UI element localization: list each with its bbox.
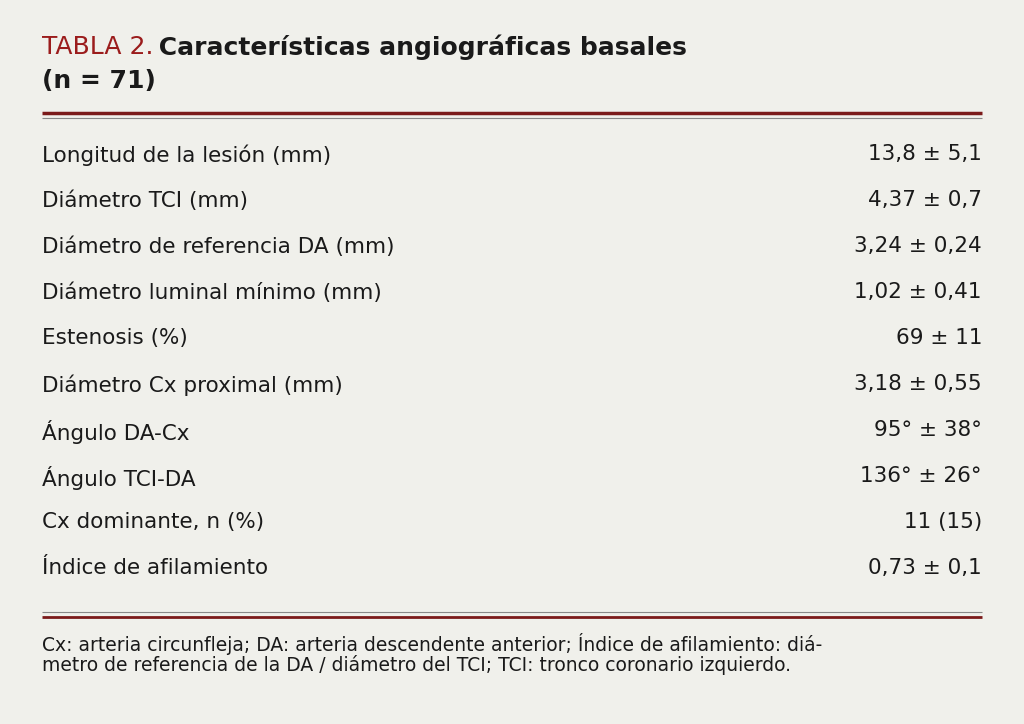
Text: Ángulo TCI-DA: Ángulo TCI-DA	[42, 466, 196, 490]
Text: 3,18 ± 0,55: 3,18 ± 0,55	[854, 374, 982, 394]
Text: 136° ± 26°: 136° ± 26°	[860, 466, 982, 486]
Text: Diámetro luminal mínimo (mm): Diámetro luminal mínimo (mm)	[42, 282, 382, 303]
Text: Diámetro TCI (mm): Diámetro TCI (mm)	[42, 190, 248, 211]
Text: Longitud de la lesión (mm): Longitud de la lesión (mm)	[42, 144, 331, 166]
Text: Ángulo DA-Cx: Ángulo DA-Cx	[42, 420, 189, 444]
Text: (n = 71): (n = 71)	[42, 69, 156, 93]
Text: 4,37 ± 0,7: 4,37 ± 0,7	[868, 190, 982, 210]
Text: 1,02 ± 0,41: 1,02 ± 0,41	[854, 282, 982, 302]
Text: 0,73 ± 0,1: 0,73 ± 0,1	[868, 558, 982, 578]
Text: Diámetro de referencia DA (mm): Diámetro de referencia DA (mm)	[42, 236, 394, 256]
Text: Cx: arteria circunfleja; DA: arteria descendente anterior; Índice de afilamiento: Cx: arteria circunfleja; DA: arteria des…	[42, 633, 822, 655]
Text: 13,8 ± 5,1: 13,8 ± 5,1	[868, 144, 982, 164]
Text: Cx dominante, n (%): Cx dominante, n (%)	[42, 512, 264, 532]
Text: 95° ± 38°: 95° ± 38°	[874, 420, 982, 440]
Text: Características angiográficas basales: Características angiográficas basales	[150, 35, 687, 61]
Text: Estenosis (%): Estenosis (%)	[42, 328, 187, 348]
Text: Índice de afilamiento: Índice de afilamiento	[42, 558, 268, 578]
Text: 69 ± 11: 69 ± 11	[896, 328, 982, 348]
Text: Diámetro Cx proximal (mm): Diámetro Cx proximal (mm)	[42, 374, 343, 395]
Text: TABLA 2.: TABLA 2.	[42, 35, 154, 59]
Text: 11 (15): 11 (15)	[904, 512, 982, 532]
Text: 3,24 ± 0,24: 3,24 ± 0,24	[854, 236, 982, 256]
Text: metro de referencia de la DA / diámetro del TCI; TCI: tronco coronario izquierdo: metro de referencia de la DA / diámetro …	[42, 655, 791, 675]
